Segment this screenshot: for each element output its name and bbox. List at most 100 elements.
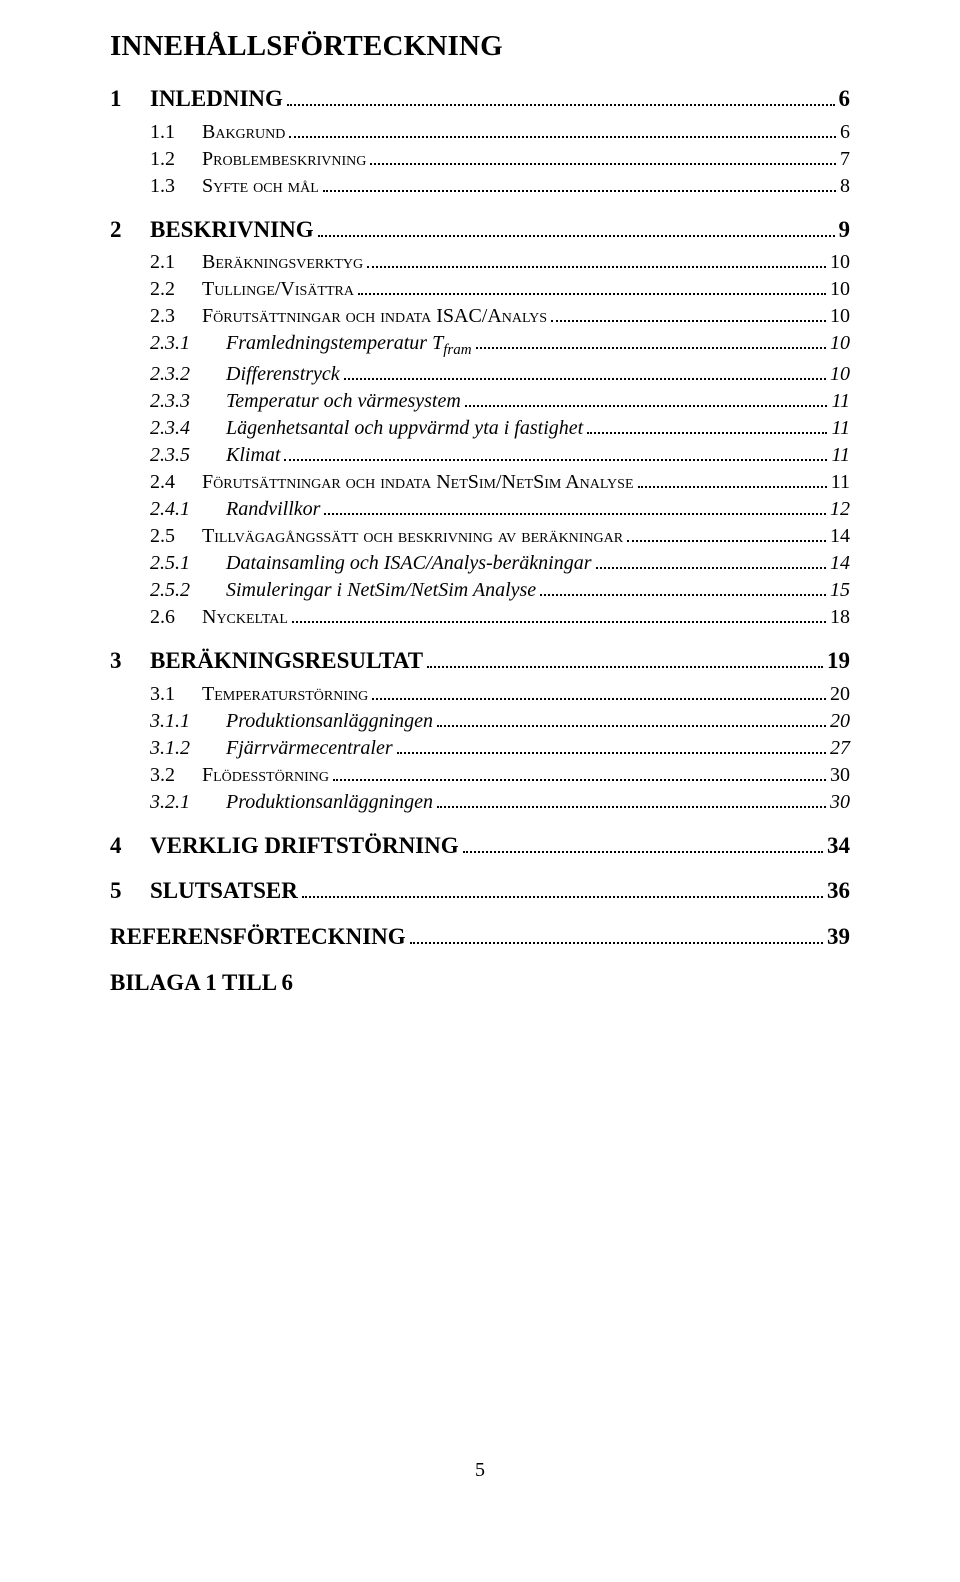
toc-entry-number: 2.6 [150,605,202,629]
toc-entry-page: 11 [831,389,850,413]
toc-entry-page: 6 [839,85,851,113]
toc-leader [358,293,826,295]
toc-leader [427,666,823,668]
toc-entry-label: Produktionsanläggningen [226,709,433,733]
toc-entry-number: 2.3.2 [150,362,226,386]
toc-entry: 3.1Temperaturstörning20 [150,682,850,706]
toc-entry-number: 2.3 [150,304,202,328]
toc-entry-label: Tillvägagångssätt och beskrivning av ber… [202,524,623,548]
page: INNEHÅLLSFÖRTECKNING 1INLEDNING61.1Bakgr… [0,0,960,1582]
toc-leader [284,459,827,461]
toc-leader [410,942,823,944]
toc-entry-label: Förutsättningar och indata NetSim/NetSim… [202,470,634,494]
toc-leader [476,347,826,349]
toc-entry: 4VERKLIG DRIFTSTÖRNING 34 [110,832,850,860]
toc-entry: 2.5.1Datainsamling och ISAC/Analys-beräk… [150,551,850,575]
toc-entry-page: 14 [830,551,850,575]
toc-entry-number: 2.3.3 [150,389,226,413]
toc-entry-page: 10 [830,277,850,301]
toc-entry-page: 10 [830,331,850,355]
toc-entry-number: 2 [110,216,150,244]
toc-leader [302,896,823,898]
toc-leader [587,432,827,434]
toc-entry-label: Nyckeltal [202,605,288,629]
toc-entry-label: Tullinge/Visättra [202,277,354,301]
toc-entry-page: 30 [830,763,850,787]
toc-entry-page: 27 [830,736,850,760]
toc-entry: 2.4.1Randvillkor12 [150,497,850,521]
toc-entry: 2.5.2Simuleringar i NetSim/NetSim Analys… [150,578,850,602]
toc-entry-label: BESKRIVNING [150,216,314,244]
toc-entry: 2.3.2Differenstryck 10 [150,362,850,386]
toc-entry-number: 3.1 [150,682,202,706]
toc-entry-number: 1.3 [150,174,202,198]
toc-entry: 3.1.2Fjärrvärmecentraler27 [150,736,850,760]
toc-entry-page: 8 [840,174,850,198]
toc-entry: 5SLUTSATSER36 [110,877,850,905]
toc-entry-page: 10 [830,362,850,386]
toc-entry-page: 6 [840,120,850,144]
toc-leader [465,405,828,407]
toc-entry-number: 2.3.5 [150,443,226,467]
toc-leader [292,621,826,623]
toc-entry-number: 2.5.1 [150,551,226,575]
toc-entry-number: 3.1.1 [150,709,226,733]
toc-entry-number: 2.3.4 [150,416,226,440]
toc-entry-number: 5 [110,877,150,905]
toc-entry-label: Produktionsanläggningen [226,790,433,814]
toc-entry: 2.3.5Klimat11 [150,443,850,467]
toc-leader [463,851,823,853]
toc-entry: 2.2Tullinge/Visättra10 [150,277,850,301]
toc-entry-label: Syfte och mål [202,174,319,198]
toc-entry-label: Klimat [226,443,280,467]
toc-entry-label: Flödesstörning [202,763,329,787]
toc-entry-label: Temperaturstörning [202,682,368,706]
toc-container: 1INLEDNING61.1Bakgrund61.2Problembeskriv… [110,85,850,996]
toc-leader [540,594,826,596]
toc-entry-page: 11 [831,470,850,494]
toc-entry-label: REFERENSFÖRTECKNING [110,923,406,951]
toc-leader [372,698,826,700]
toc-entry: BILAGA 1 TILL 6 [110,969,850,997]
toc-leader [370,163,836,165]
toc-entry-label: BILAGA 1 TILL 6 [110,969,293,997]
toc-leader [437,806,826,808]
toc-entry-page: 36 [827,877,850,905]
toc-entry-page: 39 [827,923,850,951]
toc-leader [437,725,826,727]
toc-entry-page: 11 [831,416,850,440]
toc-leader [289,136,836,138]
toc-leader [287,104,835,106]
toc-entry-number: 4 [110,832,150,860]
toc-entry-number: 2.5 [150,524,202,548]
toc-entry-number: 2.3.1 [150,331,226,355]
toc-entry-page: 10 [830,250,850,274]
toc-entry-label: Fjärrvärmecentraler [226,736,393,760]
toc-entry: 3.2.1Produktionsanläggningen30 [150,790,850,814]
toc-entry-page: 15 [830,578,850,602]
toc-leader [367,266,826,268]
toc-entry: 3BERÄKNINGSRESULTAT19 [110,647,850,675]
toc-leader [333,779,826,781]
toc-entry-page: 14 [830,524,850,548]
toc-entry-label: INLEDNING [150,85,283,113]
toc-entry-page: 19 [827,647,850,675]
toc-entry-number: 1.1 [150,120,202,144]
toc-leader [344,378,826,380]
toc-entry-page: 10 [830,304,850,328]
toc-entry-page: 18 [830,605,850,629]
toc-entry-page: 12 [830,497,850,521]
toc-leader [627,540,826,542]
toc-entry: 2.3.3Temperatur och värmesystem 11 [150,389,850,413]
toc-entry: 2BESKRIVNING9 [110,216,850,244]
toc-entry: 2.3Förutsättningar och indata ISAC/Analy… [150,304,850,328]
toc-entry-label: Differenstryck [226,362,340,386]
toc-entry-page: 34 [827,832,850,860]
toc-entry-label: Förutsättningar och indata ISAC/Analys [202,304,547,328]
toc-leader [551,320,826,322]
toc-entry-label: Framledningstemperatur Tfram [226,331,472,359]
toc-entry-page: 30 [830,790,850,814]
toc-entry-label: Temperatur och värmesystem [226,389,461,413]
toc-entry: 1.2Problembeskrivning7 [150,147,850,171]
toc-entry-label: VERKLIG DRIFTSTÖRNING [150,832,459,860]
